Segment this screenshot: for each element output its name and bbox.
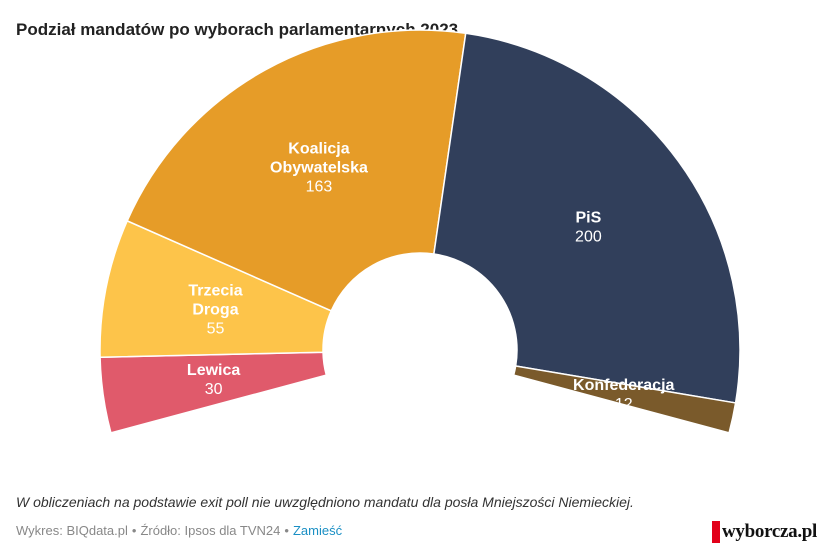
- slice-value: 30: [205, 381, 223, 398]
- chart-note: W obliczeniach na podstawie exit poll ni…: [16, 494, 634, 510]
- slice-label: Trzecia Droga 55: [188, 282, 242, 337]
- embed-link[interactable]: Zamieść: [292, 523, 343, 538]
- slice-value: 12: [615, 396, 633, 413]
- chart-labels: Lewica 30 Trzecia Droga 55 Koalicja Obywatelsk…: [187, 141, 675, 413]
- slice-koalicja-obywatelska: [126, 29, 467, 312]
- chart-footer: Wykres: BIQdata.pl • Źródło: Ipsos dla TVN…: [16, 523, 342, 538]
- slice-name: PiS: [576, 210, 602, 227]
- slice-name: Trzecia: [188, 282, 242, 299]
- slice-value: 55: [207, 320, 225, 337]
- slice-name: Lewica: [187, 362, 240, 379]
- chart-title: Podział mandatów po wyborach parlamentar…: [16, 20, 459, 39]
- slice-pis: [433, 32, 741, 404]
- slice-value: 200: [575, 229, 602, 246]
- footer-separator: •: [131, 523, 137, 538]
- wyborcza-logo: wyborcza.pl: [712, 520, 817, 544]
- logo-text: wyborcza.pl: [722, 521, 818, 542]
- source-credit: Źródło: Ipsos dla TVN24: [140, 523, 281, 538]
- slice-name: Droga: [192, 301, 238, 318]
- author-credit: Wykres: BIQdata.pl: [16, 523, 128, 538]
- slice-name: Obywatelska: [270, 160, 368, 177]
- footer-separator: •: [284, 523, 289, 538]
- slice-label: PiS 200: [575, 210, 602, 246]
- slice-konfederacja: [512, 365, 737, 434]
- slice-value: 163: [306, 179, 333, 196]
- slice-label: Lewica 30: [187, 362, 240, 398]
- logo-mark: [712, 521, 720, 543]
- slice-name: Konfederacja: [573, 377, 674, 394]
- chart-slices: [99, 29, 741, 434]
- slice-name: Koalicja: [288, 141, 349, 158]
- slice-label: Koalicja Obywatelska 163: [270, 141, 368, 196]
- slice-label: Konfederacja 12: [573, 377, 674, 413]
